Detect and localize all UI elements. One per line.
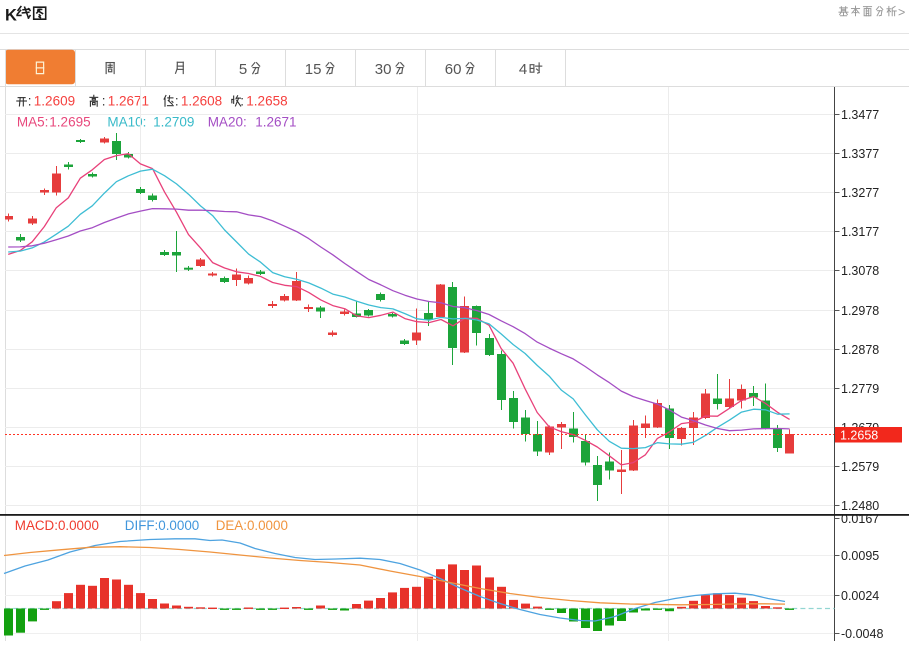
svg-text:1.3477: 1.3477 xyxy=(841,108,879,122)
svg-text:1.3177: 1.3177 xyxy=(841,225,879,239)
svg-text:DEA:0.0000: DEA:0.0000 xyxy=(216,518,288,533)
svg-text:1.2480: 1.2480 xyxy=(841,499,879,513)
svg-text:1.2671: 1.2671 xyxy=(255,114,296,129)
svg-text:0.0167: 0.0167 xyxy=(841,512,879,526)
svg-text:0.0024: 0.0024 xyxy=(841,589,879,603)
svg-text:1.2709: 1.2709 xyxy=(153,114,194,129)
svg-text:DIFF:0.0000: DIFF:0.0000 xyxy=(125,518,199,533)
svg-text:1.2779: 1.2779 xyxy=(841,382,879,396)
svg-text:1.2671: 1.2671 xyxy=(108,94,149,109)
svg-text:15: 15 xyxy=(305,61,322,78)
svg-text:K: K xyxy=(5,7,17,25)
svg-text:MA5:: MA5: xyxy=(17,114,49,129)
svg-text:MA20:: MA20: xyxy=(208,114,247,129)
svg-text:1.3078: 1.3078 xyxy=(841,264,879,278)
svg-text:4: 4 xyxy=(519,61,527,78)
svg-text:60: 60 xyxy=(445,61,462,78)
svg-text:MACD:0.0000: MACD:0.0000 xyxy=(15,518,99,533)
svg-text:1.2978: 1.2978 xyxy=(841,304,879,318)
svg-text::: : xyxy=(240,94,244,109)
svg-text:1.2695: 1.2695 xyxy=(49,114,90,129)
svg-text:1.2658: 1.2658 xyxy=(840,428,878,442)
svg-text:1.2579: 1.2579 xyxy=(841,460,879,474)
svg-text:1.2878: 1.2878 xyxy=(841,343,879,357)
svg-text::: : xyxy=(28,94,32,109)
svg-text:30: 30 xyxy=(375,61,392,78)
svg-text:1.2658: 1.2658 xyxy=(246,94,287,109)
svg-text:1.3377: 1.3377 xyxy=(841,147,879,161)
svg-text::: : xyxy=(102,94,106,109)
svg-text::: : xyxy=(175,94,179,109)
svg-text:1.3277: 1.3277 xyxy=(841,186,879,200)
svg-text:1.2608: 1.2608 xyxy=(181,94,222,109)
svg-text:0.0095: 0.0095 xyxy=(841,549,879,563)
svg-text:MA10:: MA10: xyxy=(107,114,146,129)
svg-text:1.2609: 1.2609 xyxy=(34,94,75,109)
svg-text:5: 5 xyxy=(239,61,247,78)
svg-text:-0.0048: -0.0048 xyxy=(841,627,883,641)
svg-text:>: > xyxy=(898,6,905,20)
